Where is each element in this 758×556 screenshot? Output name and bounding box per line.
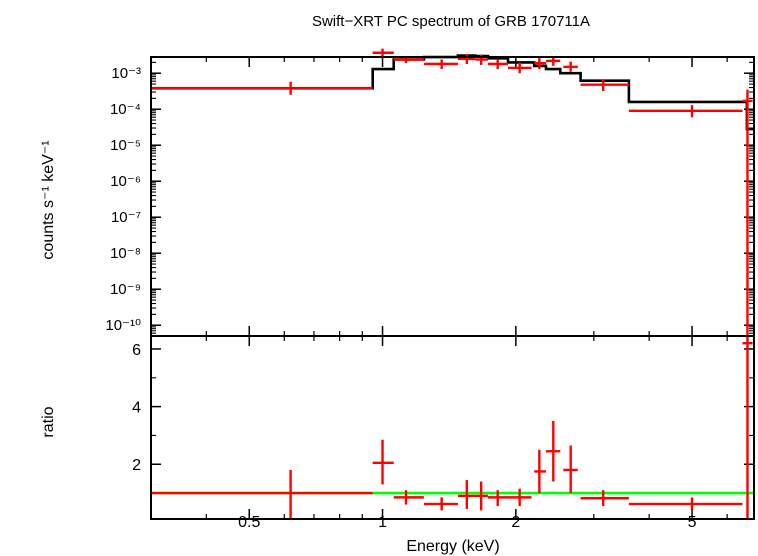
x-tick-label: 5 [688,514,697,531]
x-tick-label: 2 [511,514,520,531]
top-y-tick-label: 10⁻⁹ [110,281,141,298]
top-panel: 10⁻³ 10⁻⁴ 10⁻⁵ 10⁻⁶ 10⁻⁷ 10⁻⁸ 10⁻⁹ 10⁻¹⁰ [105,48,754,337]
top-y-tick-label: 10⁻³ [111,65,141,82]
x-tick-label: 1 [378,514,387,531]
top-y-tick-label: 10⁻⁶ [110,173,141,190]
model-curve [151,54,754,131]
x-axis-label: Energy (keV) [406,538,499,555]
bottom-y-tick-label: 6 [132,342,141,359]
top-y-tick-label: 10⁻⁴ [110,101,141,118]
top-y-tick-label: 10⁻⁷ [111,209,141,226]
top-y-tick-label: 10⁻¹⁰ [105,317,141,334]
bottom-panel: 0.5 1 2 5 2 4 6 [132,336,754,531]
top-panel-frame [150,56,755,337]
bottom-y-tick-label: 2 [132,457,141,474]
top-y-tick-label: 10⁻⁵ [110,137,141,154]
bottom-panel-frame [150,335,755,520]
top-y-tick-label: 10⁻⁸ [110,245,141,262]
bottom-y-tick-label: 4 [132,400,141,417]
x-tick-label: 0.5 [238,514,260,531]
chart-title: Swift−XRT PC spectrum of GRB 170711A [312,13,590,30]
top-y-axis-label: counts s⁻¹ keV⁻¹ [40,140,57,259]
bottom-y-axis-label: ratio [40,406,57,437]
